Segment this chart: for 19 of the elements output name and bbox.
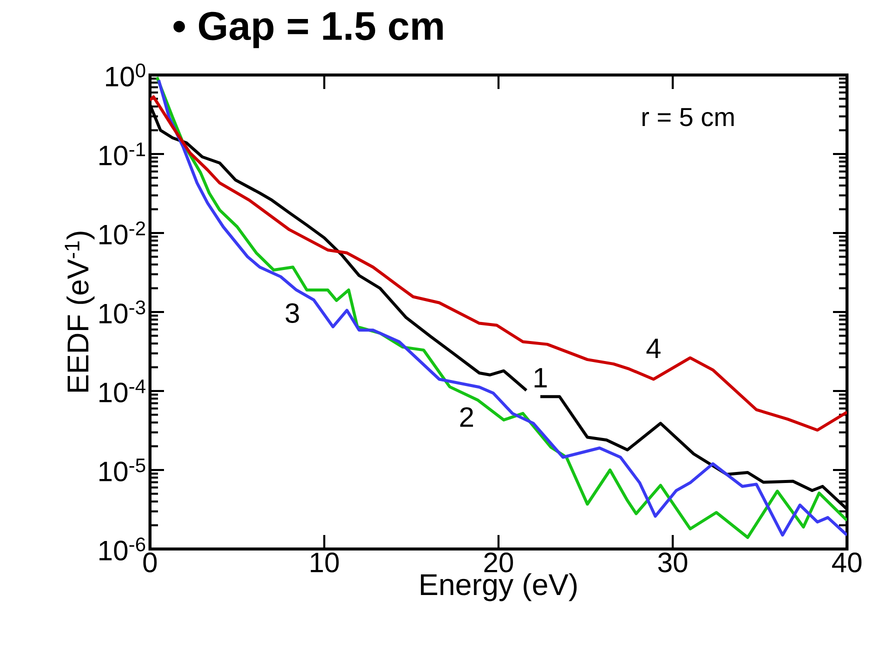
- x-tick-label: 30: [658, 552, 688, 572]
- y-tick-label: 10$^{-2}$: [100, 222, 145, 244]
- x-tick-label: 40: [832, 552, 862, 572]
- y-tick-label: 10$^{-5}$: [100, 458, 146, 482]
- annotation: r = 5 cm: [642, 108, 734, 126]
- series-label: 1: [534, 368, 547, 388]
- x-tick-label: 20: [484, 552, 513, 572]
- y-tick-label: 10$^{-1}$: [100, 142, 146, 166]
- series-label: 3: [286, 303, 299, 324]
- x-tick-label: 0: [143, 552, 157, 572]
- y-tick-label: 10$^{-3}$: [100, 300, 146, 324]
- series-label: 4: [646, 338, 661, 358]
- y-tick-label: 10$^{0}$: [106, 64, 146, 86]
- series-label: 2: [460, 407, 473, 427]
- y-tick-label: 10$^{-4}$: [100, 380, 146, 402]
- y-axis-title: EEDF (eV$^{-1}$): [64, 232, 95, 392]
- x-tick-label: 10: [310, 552, 339, 572]
- x-axis-title: Energy (eV): [420, 573, 577, 602]
- chart-title: • Gap = 1.5 cm: [173, 12, 443, 48]
